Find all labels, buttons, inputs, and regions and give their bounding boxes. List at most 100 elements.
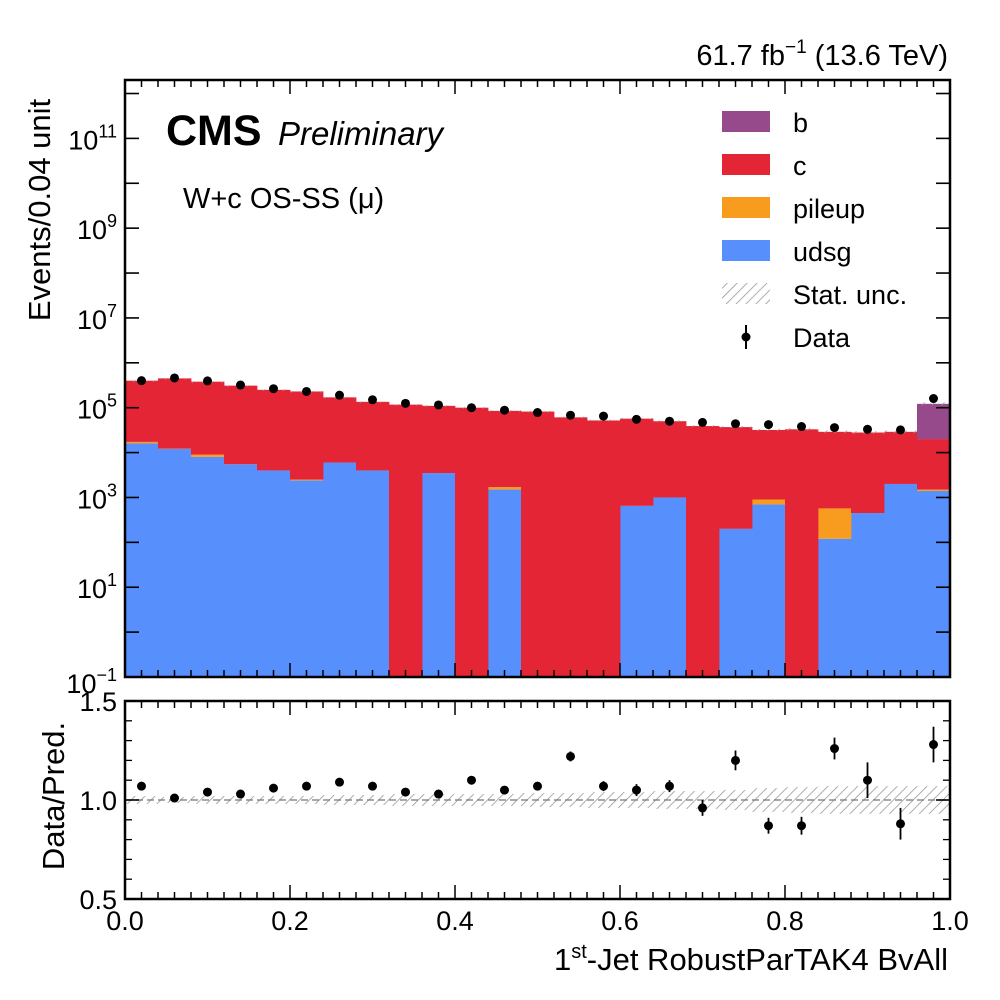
ratio-point-23 (896, 819, 905, 829)
bar-c-24 (917, 439, 950, 490)
data-point-16 (665, 416, 674, 426)
x-tick-label: 0.6 (601, 906, 639, 936)
data-point-17 (698, 417, 707, 427)
ratio-point-15 (632, 785, 641, 795)
bar-pileup-2 (191, 454, 225, 457)
data-point-21 (830, 423, 839, 433)
data-points-main (137, 373, 938, 435)
bar-udsg-21 (818, 538, 852, 677)
ratio-point-21 (830, 744, 839, 754)
x-axis-label-post: -Jet RobustParTAK4 BvAll (587, 942, 948, 977)
bar-udsg-1 (158, 449, 192, 677)
bar-pileup-24 (917, 489, 950, 491)
bar-c-13 (554, 417, 588, 677)
bar-udsg-22 (851, 513, 885, 677)
data-point-20 (797, 422, 806, 432)
bar-udsg-0 (125, 443, 159, 677)
lumi-exponent: −1 (785, 37, 807, 58)
main-y-axis-label: Events/0.04 unit (22, 98, 57, 321)
bar-c-21 (818, 431, 852, 509)
x-tick-label: 0.4 (436, 906, 474, 936)
data-point-0 (137, 376, 146, 386)
bar-pileup-11 (488, 487, 522, 490)
bar-udsg-9 (422, 473, 456, 677)
legend-label: c (793, 151, 807, 181)
x-axis-label: 1st-Jet RobustParTAK4 BvAll (554, 941, 948, 977)
main-x-ticks (124, 80, 951, 677)
data-point-24 (929, 394, 938, 404)
bar-udsg-3 (224, 464, 258, 677)
data-point-22 (863, 424, 872, 434)
x-tick-label: 0.2 (271, 906, 309, 936)
x-tick-label: 0.0 (106, 906, 144, 936)
channel-label: W+c OS-SS (μ) (183, 183, 384, 215)
data-point-13 (566, 410, 575, 420)
bar-udsg-23 (884, 483, 918, 677)
data-point-9 (434, 400, 443, 410)
legend-swatch-stat-unc (722, 283, 770, 304)
legend-label: Data (793, 323, 851, 353)
bar-pileup-0 (125, 441, 159, 444)
x-axis-label-pre: 1 (554, 942, 571, 977)
ratio-point-14 (599, 781, 608, 791)
y-tick-label: 109 (77, 211, 117, 245)
ratio-point-13 (566, 751, 575, 761)
cms-label: CMS (166, 107, 262, 155)
bar-c-18 (719, 427, 753, 529)
ratio-y-tick-label: 1.0 (79, 786, 117, 816)
lumi-value: 61.7 fb (696, 40, 785, 72)
bar-c-8 (389, 404, 423, 677)
data-point-18 (731, 419, 740, 429)
ratio-point-0 (137, 781, 146, 791)
bar-pileup-19 (752, 499, 786, 505)
bar-udsg-24 (917, 490, 950, 677)
ratio-point-3 (236, 789, 245, 799)
bar-c-5 (290, 391, 324, 480)
bar-c-4 (257, 389, 291, 471)
bar-c-2 (191, 381, 225, 455)
bar-c-9 (422, 405, 456, 474)
ratio-points (137, 726, 938, 840)
ratio-point-17 (698, 803, 707, 813)
legend-swatch-b (722, 111, 770, 132)
bar-c-17 (686, 426, 720, 677)
stat-unc-main-24 (917, 402, 950, 406)
ratio-point-8 (401, 787, 410, 797)
x-tick-label: 0.8 (766, 906, 804, 936)
bar-c-15 (620, 418, 654, 506)
data-point-4 (269, 384, 278, 394)
x-tick-label: 1.0 (931, 906, 969, 936)
data-point-19 (764, 420, 773, 430)
bar-udsg-6 (323, 462, 357, 677)
bar-udsg-11 (488, 489, 522, 677)
ratio-point-5 (302, 781, 311, 791)
legend-swatch-c (722, 154, 770, 175)
data-point-1 (170, 373, 179, 383)
bar-udsg-4 (257, 470, 291, 677)
ratio-point-10 (467, 775, 476, 785)
bar-c-11 (488, 410, 522, 488)
ratio-point-18 (731, 755, 740, 765)
bar-udsg-7 (356, 470, 390, 677)
y-tick-label: 10−1 (66, 665, 117, 699)
bar-c-12 (521, 411, 555, 677)
y-tick-label: 101 (77, 570, 117, 604)
bar-udsg-15 (620, 505, 654, 677)
ratio-point-20 (797, 821, 806, 831)
lumi-energy: (13.6 TeV) (807, 40, 948, 72)
legend-swatch-pileup (722, 197, 770, 218)
data-point-7 (368, 395, 377, 405)
ratio-y-axis-label: Data/Pred. (36, 722, 71, 870)
y-tick-label: 105 (77, 391, 117, 425)
bar-c-3 (224, 385, 258, 465)
data-point-2 (203, 376, 212, 386)
data-point-12 (533, 408, 542, 418)
ratio-x-axis: 0.0 0.2 0.4 0.6 0.8 1.0 (106, 701, 969, 936)
ratio-y-axis: 0.5 1.0 1.5 (79, 687, 950, 915)
bar-c-16 (653, 421, 687, 498)
legend-swatch-udsg (722, 240, 770, 261)
bar-c-0 (125, 380, 159, 442)
legend-marker-data (741, 332, 751, 342)
ratio-point-16 (665, 781, 674, 791)
ratio-point-6 (335, 777, 344, 787)
